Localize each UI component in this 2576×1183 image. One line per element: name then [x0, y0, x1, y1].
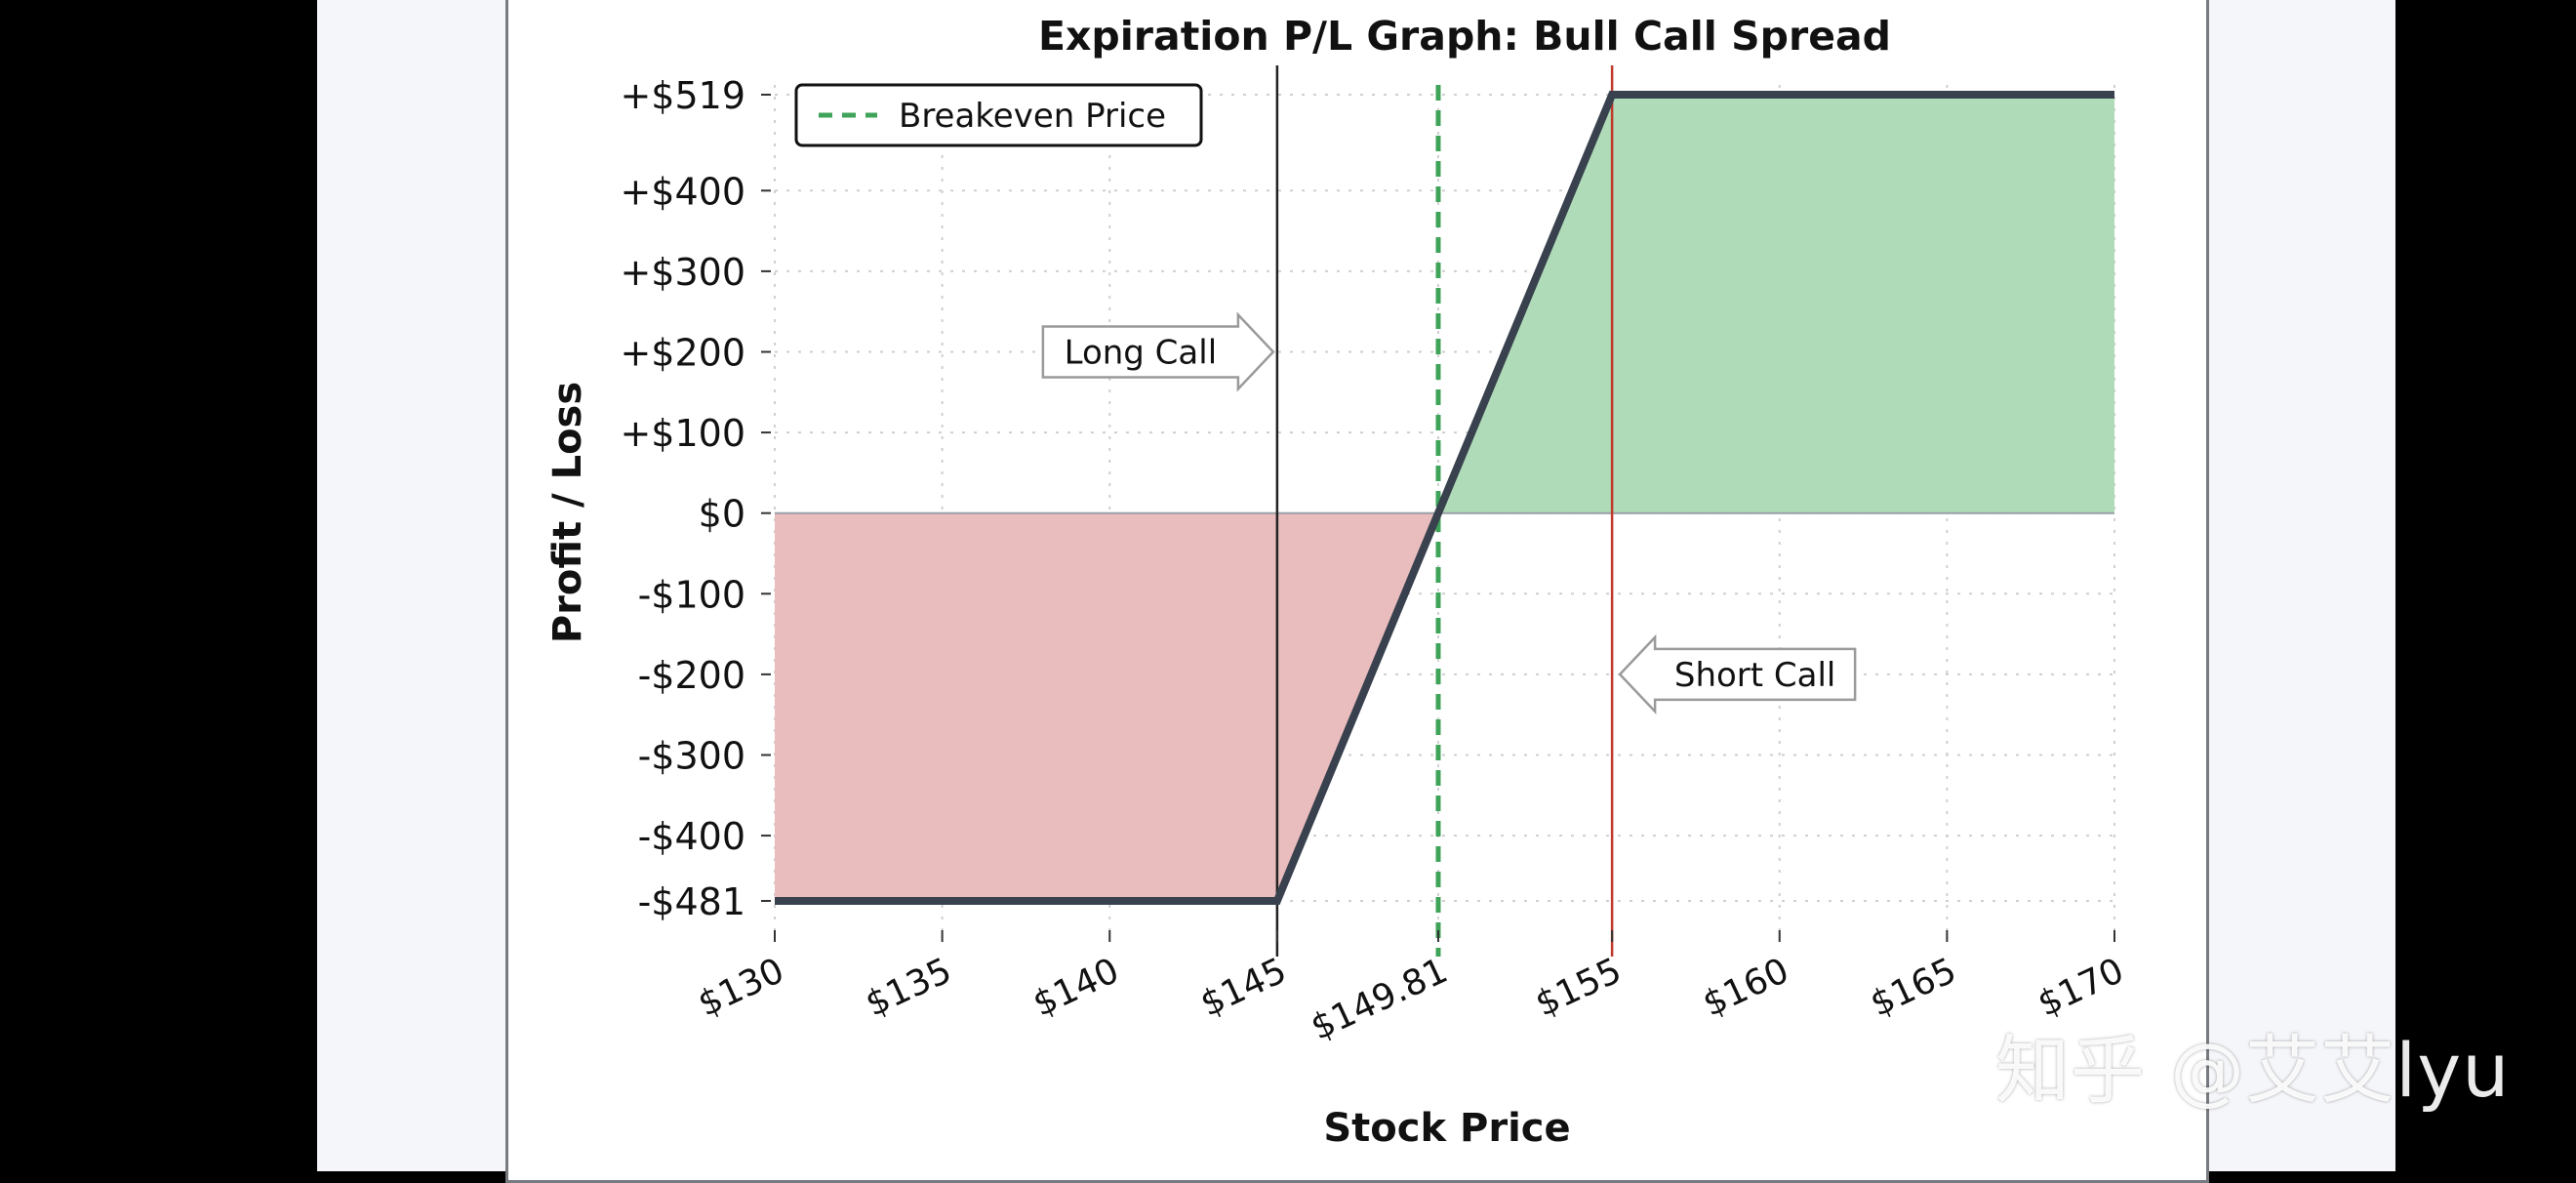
- profit-region: [1437, 95, 2114, 513]
- pl-chart: Long Call Short Call +$519 +$400 +$300 +$200…: [545, 13, 2130, 1151]
- payoff-line-group: [775, 91, 2114, 905]
- x-tick-label: $145: [1194, 951, 1292, 1025]
- loss-region: [775, 512, 1438, 901]
- x-tick-label: $130: [692, 951, 789, 1025]
- x-tick-label: $140: [1027, 951, 1125, 1025]
- y-tick-label: -$400: [638, 815, 745, 858]
- watermark-text: 知乎 @艾艾lyu: [1995, 1027, 2511, 1114]
- y-tick-label: -$100: [638, 573, 745, 616]
- long-call-arrow: [1041, 311, 1275, 392]
- y-tick-label: +$300: [620, 251, 745, 294]
- annotations: Long Call Short Call: [1041, 311, 1857, 715]
- x-tick-label: $155: [1530, 951, 1628, 1025]
- y-tick-label: +$200: [620, 331, 745, 374]
- x-tick-label: $135: [860, 951, 957, 1025]
- y-tick-label: +$519: [620, 74, 745, 117]
- x-axis-ticks: $130 $135 $140 $145 $149.81 $155 $160 $165 $170: [692, 930, 2130, 1048]
- x-tick-label: $165: [1865, 951, 1962, 1025]
- y-tick-label: -$481: [638, 880, 745, 923]
- long-call-label: Long Call: [1065, 333, 1218, 372]
- y-tick-label: +$100: [620, 412, 745, 455]
- short-call-arrow: [1618, 633, 1857, 715]
- y-tick-label: -$300: [638, 734, 745, 777]
- x-axis-label: Stock Price: [1323, 1106, 1570, 1151]
- y-axis-label: Profit / Loss: [545, 382, 590, 643]
- y-axis-ticks: +$519 +$400 +$300 +$200 +$100 $0 -$100 -$200 -$3…: [620, 74, 771, 923]
- y-tick-label: -$200: [638, 654, 745, 697]
- x-tick-label: $160: [1697, 951, 1794, 1025]
- legend: Breakeven Price: [794, 83, 1203, 147]
- y-tick-label: $0: [699, 493, 745, 536]
- chart-title: Expiration P/L Graph: Bull Call Spread: [1038, 13, 1891, 60]
- payoff-line: [775, 91, 2114, 905]
- y-tick-label: +$400: [620, 170, 745, 213]
- pl-fill-areas: [775, 95, 2114, 901]
- legend-box: [794, 83, 1203, 147]
- chart-card: Long Call Short Call +$519 +$400 +$300 +$200…: [505, 0, 2209, 1183]
- x-tick-label: $149.81: [1306, 951, 1454, 1048]
- legend-breakeven-label: Breakeven Price: [899, 97, 1166, 136]
- short-call-label: Short Call: [1674, 656, 1836, 695]
